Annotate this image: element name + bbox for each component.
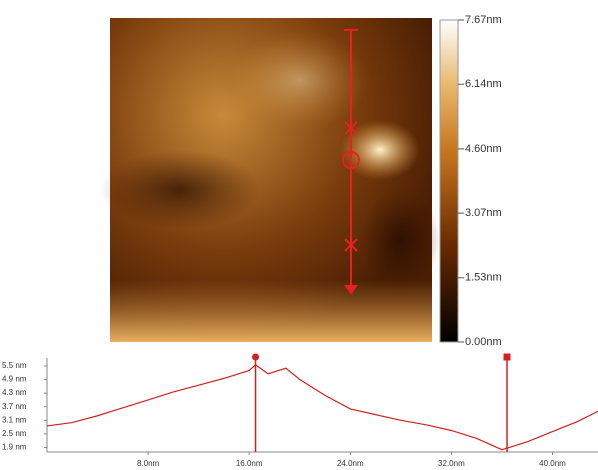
- y-tick-label: 2.5 nm: [2, 429, 27, 438]
- x-tick-label: 40.0nm: [539, 459, 566, 468]
- y-tick-label: 5.5 nm: [2, 361, 27, 370]
- y-tick-label: 1.9 nm: [2, 443, 27, 452]
- x-tick-label: 16.0nm: [236, 459, 263, 468]
- x-tick-label: 24.0nm: [337, 459, 364, 468]
- colorbar-label: 0.00nm: [465, 336, 502, 348]
- colorbar-label: 1.53nm: [465, 272, 502, 284]
- afm-image: [100, 18, 440, 342]
- y-tick-label: 3.7 nm: [2, 402, 27, 411]
- colorbar-label: 6.14nm: [465, 78, 502, 90]
- colorbar-label: 4.60nm: [465, 143, 502, 155]
- y-tick-label: 4.3 nm: [2, 388, 27, 397]
- cursor-head: [503, 353, 511, 361]
- y-tick-label: 4.9 nm: [2, 375, 27, 384]
- colorbar-label: 3.07nm: [465, 207, 502, 219]
- x-tick-label: 8.0nm: [137, 459, 160, 468]
- y-tick-label: 3.1 nm: [2, 415, 27, 424]
- profile-line: [46, 364, 598, 451]
- colorbar-label: 7.67nm: [465, 14, 502, 26]
- colorbar: [439, 19, 459, 343]
- cursor-head: [252, 353, 260, 361]
- x-tick-label: 32.0nm: [438, 459, 465, 468]
